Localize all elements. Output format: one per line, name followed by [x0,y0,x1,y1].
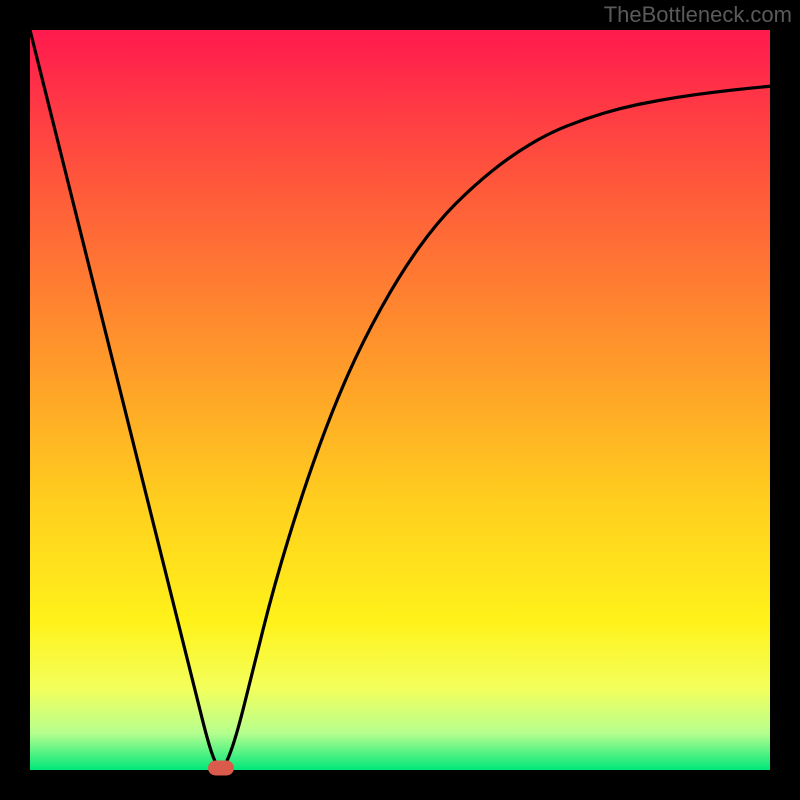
border-right [770,0,800,800]
watermark-text: TheBottleneck.com [604,2,792,28]
bottleneck-curve [30,30,770,768]
min-marker [208,761,234,776]
curve-svg [30,30,770,770]
border-bottom [0,770,800,800]
border-left [0,0,30,800]
plot-area [30,30,770,770]
chart-frame: TheBottleneck.com [0,0,800,800]
